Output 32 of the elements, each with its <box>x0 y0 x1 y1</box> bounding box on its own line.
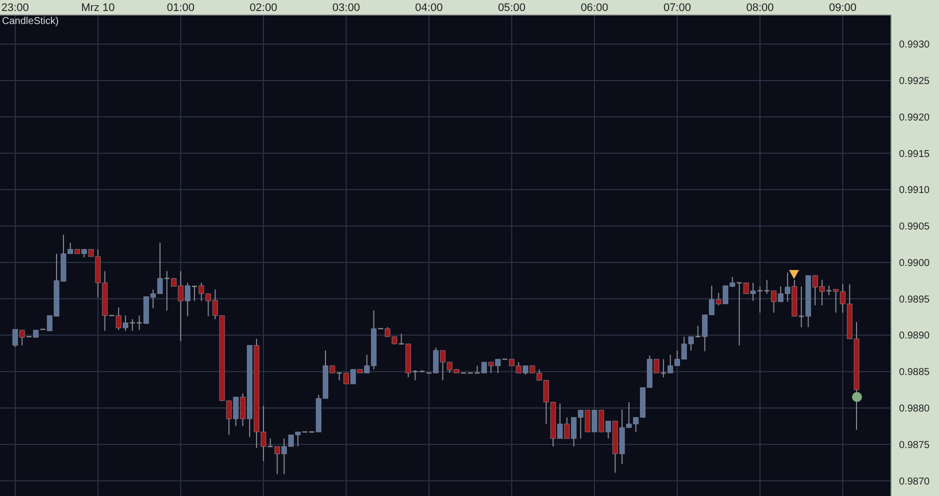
y-tick-label: 0.9880 <box>899 404 930 414</box>
candlestick <box>798 286 804 328</box>
y-tick-label: 0.9920 <box>899 112 930 124</box>
candlestick <box>136 315 142 331</box>
x-tick-label: 06:00 <box>580 2 608 14</box>
x-tick-label: 23:00 <box>1 2 29 14</box>
y-tick-label: 0.9915 <box>899 148 930 160</box>
candlestick <box>764 279 770 294</box>
x-tick-label: 02:00 <box>250 2 278 14</box>
x-tick-label: Mrz 10 <box>81 2 115 14</box>
x-tick-label: 04:00 <box>415 2 443 14</box>
x-tick-label: 03:00 <box>332 2 360 14</box>
x-tick-label: 07:00 <box>663 2 691 14</box>
x-tick-label: 09:00 <box>828 2 856 14</box>
candlestick <box>756 286 764 314</box>
y-tick-label: 0.9925 <box>899 76 930 88</box>
x-tick-label: 01:00 <box>166 2 194 14</box>
candlestick <box>736 282 742 346</box>
y-tick-label: 0.9905 <box>899 222 930 233</box>
x-tick-label: 08:00 <box>746 2 774 14</box>
candlestick <box>129 318 136 332</box>
y-tick-label: 0.9895 <box>899 294 930 306</box>
y-tick-label: 0.9875 <box>899 440 930 451</box>
y-tick-label: 0.9890 <box>899 330 930 342</box>
candlestick <box>826 285 832 296</box>
y-tick-label: 0.9885 <box>899 367 930 378</box>
y-tick-label: 0.9870 <box>899 476 930 488</box>
y-tick-label: 0.9900 <box>899 258 930 269</box>
y-tick-label: 0.9930 <box>899 40 930 51</box>
y-tick-label: 0.9910 <box>899 185 930 196</box>
x-tick-label: 05:00 <box>498 2 526 14</box>
chart-title: CandleStick) <box>2 16 59 27</box>
